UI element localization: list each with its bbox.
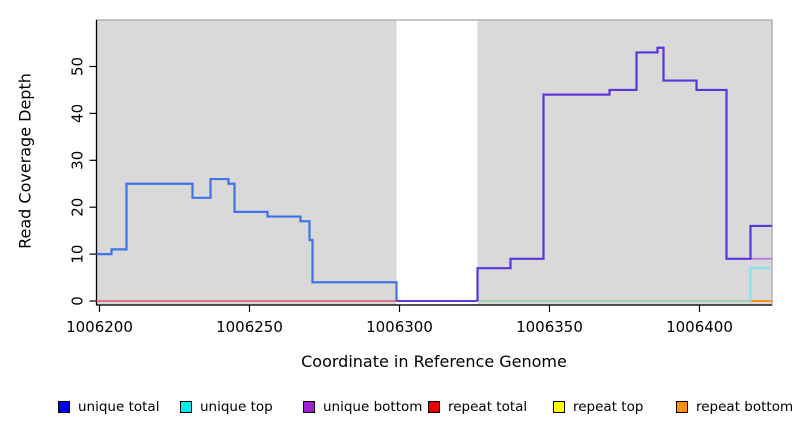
legend-item-unique-bottom: unique bottom: [303, 399, 422, 415]
legend-item-unique-total: unique total: [58, 399, 159, 415]
x-tick-label: 1006400: [666, 318, 733, 336]
legend-label: unique top: [200, 399, 273, 415]
legend-swatch-repeat-total: [428, 401, 440, 413]
x-tick-label: 1006250: [216, 318, 283, 336]
legend-swatch-unique-top: [180, 401, 192, 413]
legend-label: repeat total: [448, 399, 528, 415]
legend-label: repeat top: [573, 399, 644, 415]
x-axis-title: Coordinate in Reference Genome: [301, 352, 567, 371]
series-unique-total-left-of-gap: [96, 177, 398, 301]
series-unique-top-far-right: [749, 267, 772, 301]
y-tick-label: 40: [69, 104, 87, 123]
masked-region: [396, 20, 478, 305]
legend-label: unique total: [78, 399, 160, 415]
legend-label: unique bottom: [323, 399, 423, 415]
x-tick-label: 1006300: [366, 318, 433, 336]
x-tick-label: 1006350: [516, 318, 583, 336]
y-tick-label: 20: [69, 198, 87, 217]
legend-item-repeat-total: repeat total: [428, 399, 527, 415]
legend-item-unique-top: unique top: [180, 399, 273, 415]
legend-swatch-repeat-top: [553, 401, 565, 413]
y-tick-label: 10: [69, 245, 87, 264]
y-axis-title: Read Coverage Depth: [15, 73, 35, 249]
coverage-plot: 0 10 20 30 40 50 1006200 1006250 1006300 1006350 1…: [66, 19, 773, 336]
legend-swatch-repeat-bottom: [676, 401, 688, 413]
y-tick-label: 50: [69, 57, 87, 76]
legend-item-repeat-top: repeat top: [553, 399, 643, 415]
legend-swatch-unique-bottom: [303, 401, 315, 413]
y-tick-label: 30: [69, 151, 87, 170]
legend-label: repeat bottom: [696, 399, 792, 415]
legend-swatch-unique-total: [58, 401, 70, 413]
legend-item-repeat-bottom: repeat bottom: [676, 399, 792, 415]
y-tick-label: 0: [69, 296, 87, 306]
series-unique-total-right-of-gap: [476, 46, 772, 301]
x-tick-label: 1006200: [66, 318, 133, 336]
